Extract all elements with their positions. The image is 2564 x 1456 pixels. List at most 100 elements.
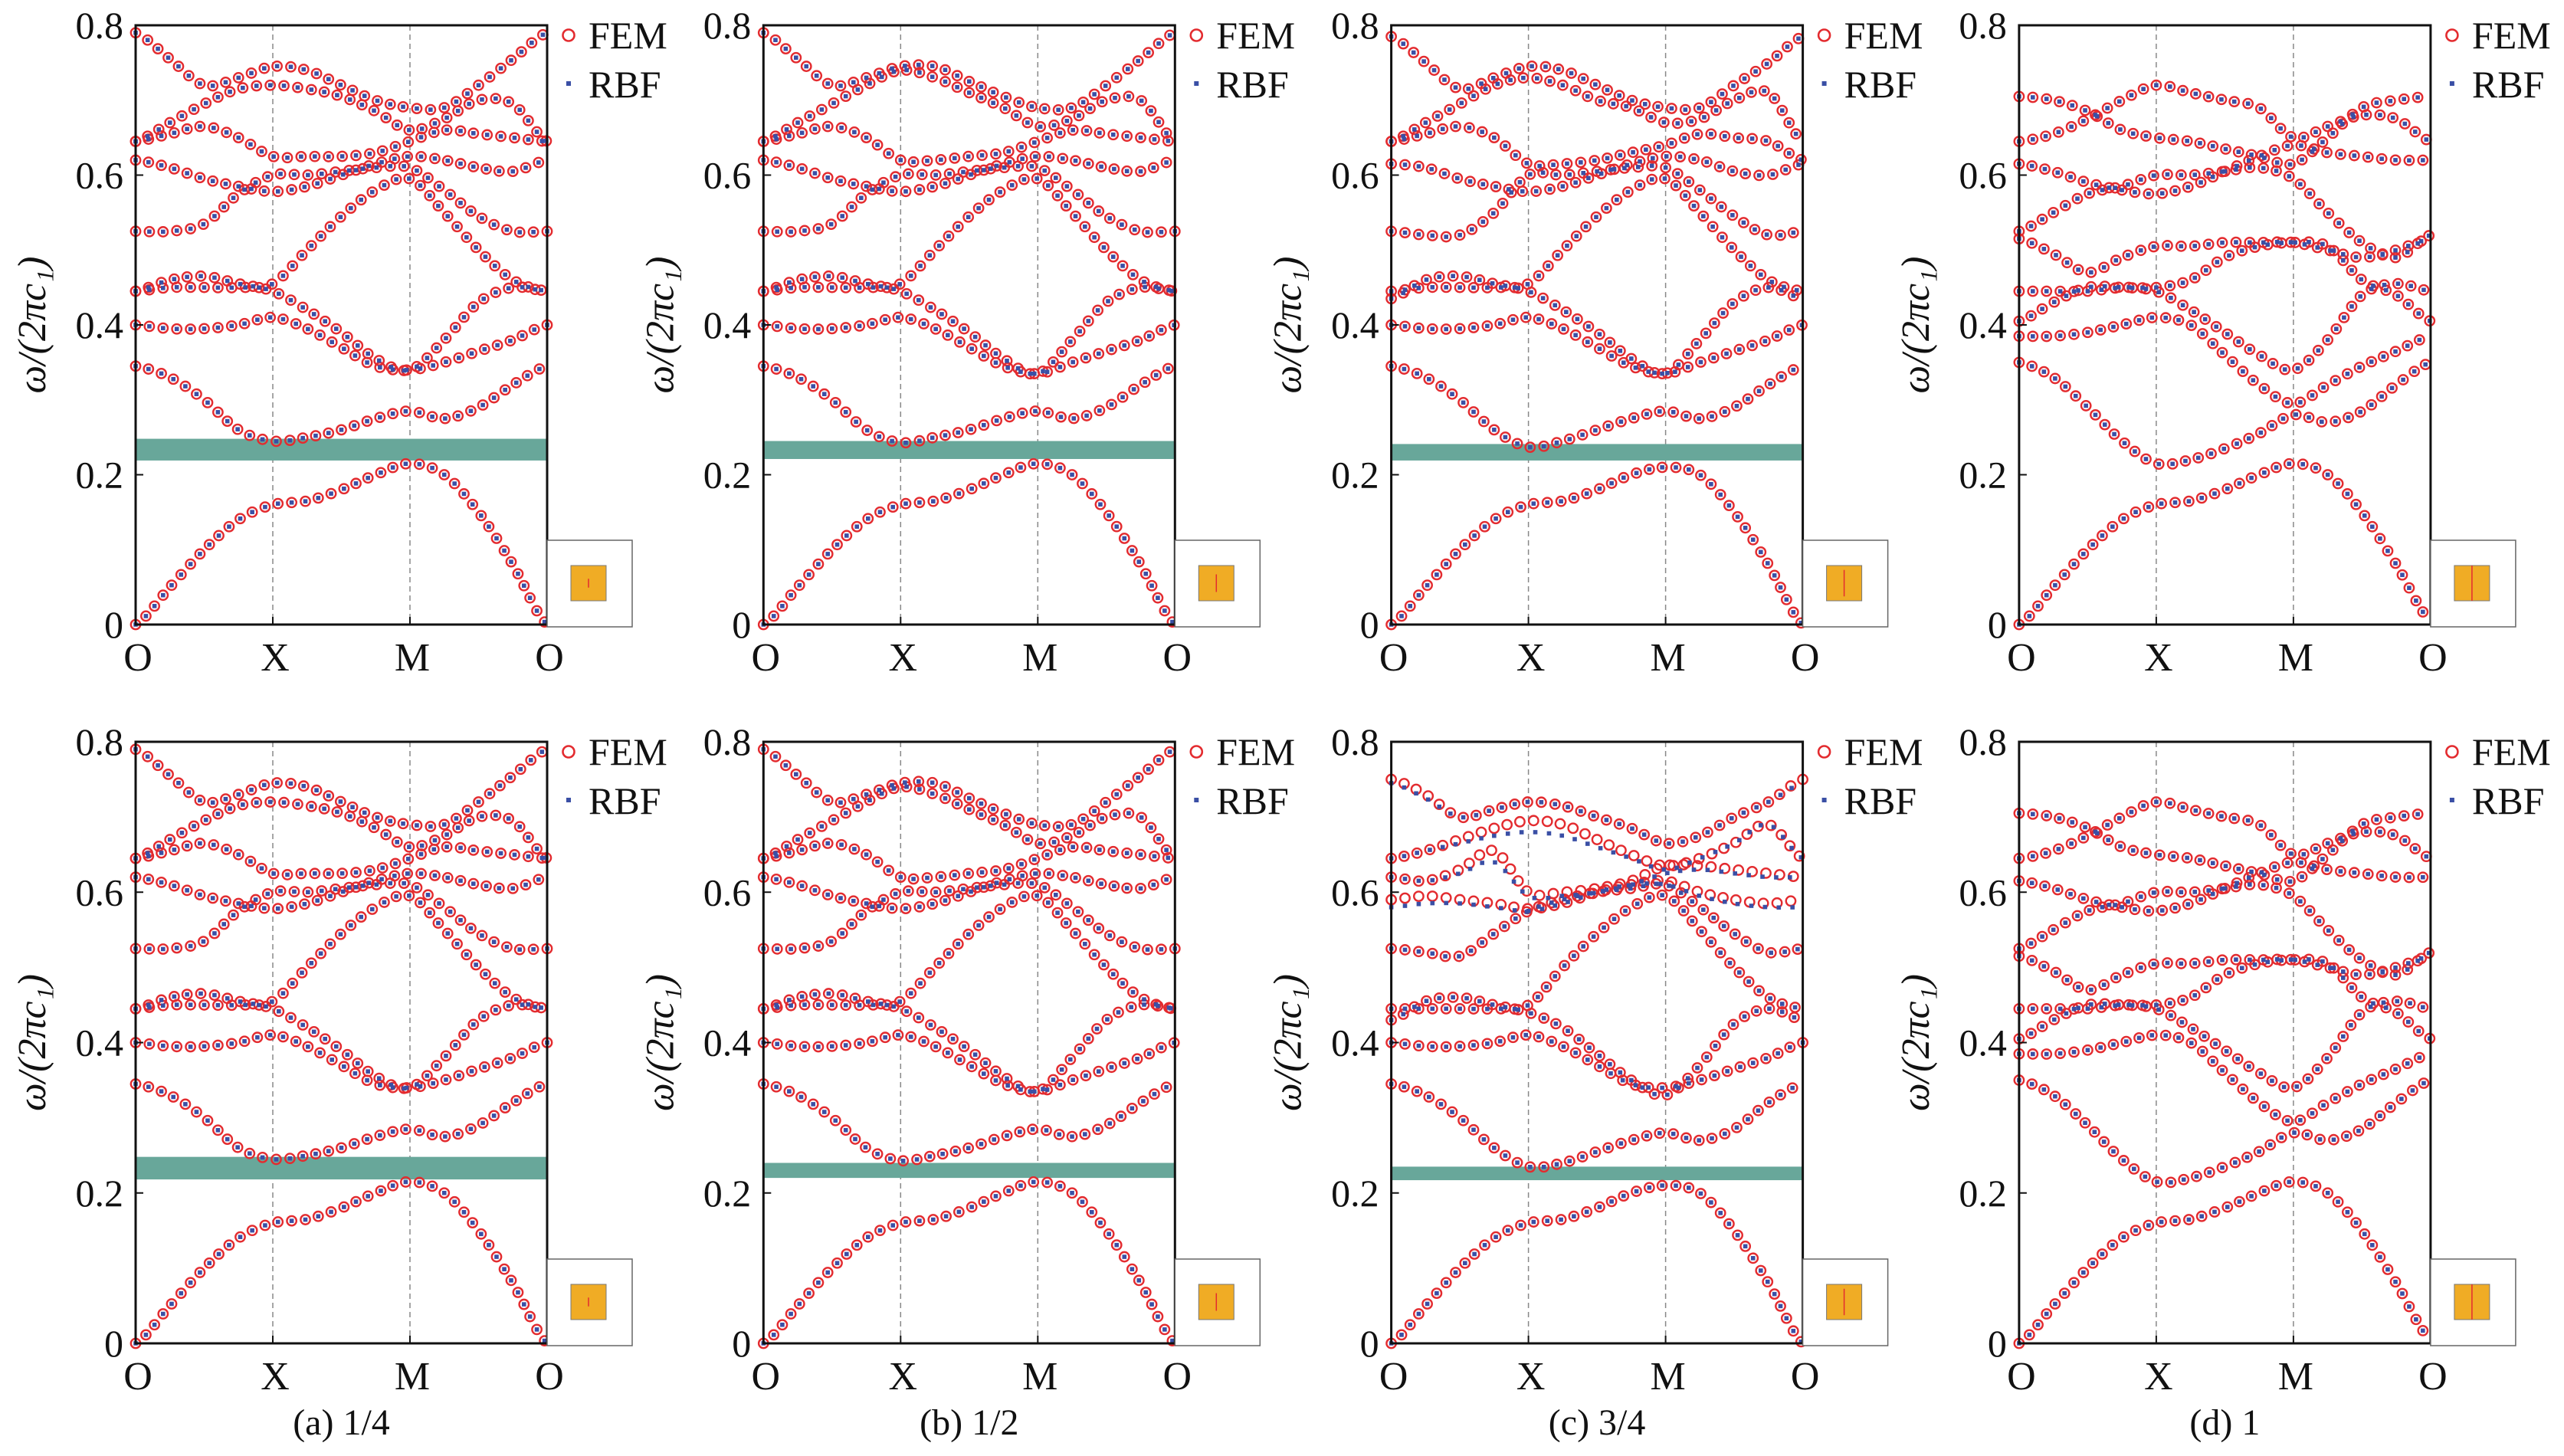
rbf-marker <box>1798 621 1804 625</box>
rbf-marker <box>1710 414 1714 419</box>
rbf-marker <box>1713 108 1719 113</box>
fem-marker <box>2242 97 2254 110</box>
rbf-marker <box>444 115 449 120</box>
fem-marker <box>171 942 183 954</box>
rbf-marker <box>839 842 844 848</box>
rbf-marker <box>2349 267 2354 273</box>
rbf-marker <box>1796 162 1801 167</box>
legend-fem-marker <box>562 745 575 759</box>
rbf-marker <box>1580 432 1585 438</box>
rbf-marker <box>520 1051 525 1056</box>
legend-rbf-label: RBF <box>589 779 661 822</box>
fem-marker <box>225 1038 238 1050</box>
rbf-marker <box>1080 816 1086 821</box>
rbf-marker <box>487 1242 491 1248</box>
legend-rbf-label: RBF <box>2472 63 2545 106</box>
rbf-marker <box>799 994 805 999</box>
rbf-marker <box>174 1044 179 1049</box>
rbf-marker <box>2236 339 2241 344</box>
rbf-marker <box>975 168 979 173</box>
rbf-marker <box>1597 1054 1602 1058</box>
rbf-marker <box>235 427 240 431</box>
rbf-marker <box>1143 284 1147 290</box>
rbf-marker <box>2129 93 2134 98</box>
fem-marker <box>375 156 388 169</box>
fem-marker <box>1520 311 1532 323</box>
rbf-marker <box>366 1069 370 1074</box>
rbf-marker <box>378 365 382 370</box>
rbf-marker <box>265 891 270 897</box>
fem-marker <box>441 841 453 853</box>
rbf-marker <box>1443 954 1448 959</box>
fem-marker <box>452 1128 464 1140</box>
fem-marker <box>1560 306 1572 318</box>
fem-marker <box>1615 415 1627 428</box>
rbf-marker <box>1057 848 1063 852</box>
rbf-marker <box>2044 592 2049 598</box>
fem-marker <box>402 867 414 880</box>
rbf-marker <box>1671 899 1677 903</box>
rbf-marker <box>1106 299 1110 303</box>
rbf-marker <box>205 1118 210 1123</box>
rbf-marker <box>1124 886 1130 890</box>
fem-marker <box>208 122 220 134</box>
rbf-marker <box>2362 513 2367 518</box>
fem-marker <box>1423 373 1435 385</box>
rbf-marker <box>215 325 221 330</box>
rbf-marker <box>2285 400 2290 405</box>
fem-marker <box>323 73 335 85</box>
rbf-marker <box>143 614 149 618</box>
rbf-marker <box>430 1132 434 1137</box>
fem-marker <box>1411 367 1423 379</box>
rbf-marker <box>280 1035 286 1039</box>
rbf-marker <box>1554 440 1559 445</box>
fem-marker <box>1762 281 1775 293</box>
fem-marker <box>520 162 532 174</box>
rbf-marker <box>483 254 488 259</box>
rbf-marker <box>1007 877 1012 882</box>
rbf-marker <box>1795 946 1800 952</box>
rbf-marker <box>953 1149 958 1154</box>
rbf-marker <box>1042 823 1048 828</box>
fem-marker <box>2177 84 2189 97</box>
fem-marker <box>521 369 533 382</box>
rbf-marker <box>961 887 966 892</box>
rbf-marker <box>972 1052 978 1058</box>
rbf-marker <box>2395 293 2401 299</box>
rbf-marker <box>506 286 511 290</box>
rbf-marker <box>1646 1085 1651 1090</box>
fem-marker <box>1103 212 1116 225</box>
rbf-marker <box>1098 502 1103 507</box>
fem-marker <box>510 276 523 288</box>
fem-marker <box>2027 285 2039 297</box>
rbf-marker <box>161 1043 166 1048</box>
rbf-marker <box>883 317 887 323</box>
rbf-marker <box>2163 315 2169 320</box>
rbf-marker <box>415 106 419 111</box>
rbf-marker <box>1647 467 1652 472</box>
fem-marker <box>1057 152 1069 165</box>
fem-marker <box>1522 278 1533 290</box>
rbf-marker <box>335 93 339 97</box>
rbf-marker <box>975 885 979 890</box>
rbf-marker <box>335 809 339 815</box>
rbf-marker <box>1720 91 1725 97</box>
rbf-marker <box>2230 359 2235 364</box>
rbf-marker <box>2401 377 2405 382</box>
rbf-marker <box>227 524 231 530</box>
rbf-marker <box>458 129 463 133</box>
rbf-marker <box>388 102 393 107</box>
rbf-marker <box>1109 402 1114 407</box>
fem-marker <box>1705 128 1717 140</box>
x-tick-label: X <box>889 1355 918 1399</box>
fem-marker <box>1682 348 1694 360</box>
rbf-marker <box>2416 311 2421 316</box>
rbf-marker <box>1103 800 1108 805</box>
fem-marker <box>2371 97 2382 109</box>
fem-marker <box>2081 285 2093 297</box>
rbf-marker <box>1042 107 1048 111</box>
rbf-marker <box>2094 114 2100 119</box>
rbf-marker <box>444 1077 448 1082</box>
fem-marker <box>334 211 346 223</box>
fem-marker <box>2208 487 2221 500</box>
